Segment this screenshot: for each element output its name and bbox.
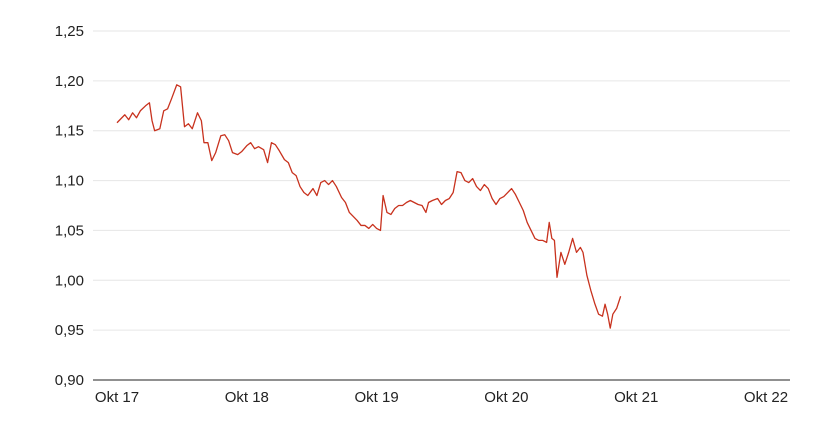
- y-tick-label: 0,95: [55, 322, 84, 339]
- grid-lines: [93, 30, 790, 331]
- y-tick-label: 0,90: [55, 372, 84, 389]
- x-tick-label: Okt 17: [95, 389, 139, 406]
- x-tick-label: Okt 22: [744, 389, 788, 406]
- y-tick-label: 1,10: [55, 173, 84, 190]
- y-tick-label: 1,05: [55, 222, 84, 239]
- x-tick-label: Okt 21: [614, 389, 658, 406]
- y-axis-tick-labels: 0,90 0,95 1,00 1,05 1,10 1,15 1,20 1,25: [55, 23, 84, 389]
- x-axis-tick-labels: Okt 17 Okt 18 Okt 19 Okt 20 Okt 21 Okt 22: [95, 389, 788, 406]
- y-tick-label: 1,25: [55, 23, 84, 40]
- x-tick-label: Okt 20: [484, 389, 528, 406]
- x-tick-label: Okt 19: [355, 389, 399, 406]
- series-line: [116, 84, 622, 329]
- series-layer: [116, 84, 622, 329]
- y-tick-label: 1,00: [55, 272, 84, 289]
- x-tick-label: Okt 18: [225, 389, 269, 406]
- y-tick-label: 1,20: [55, 73, 84, 90]
- y-tick-label: 1,15: [55, 123, 84, 140]
